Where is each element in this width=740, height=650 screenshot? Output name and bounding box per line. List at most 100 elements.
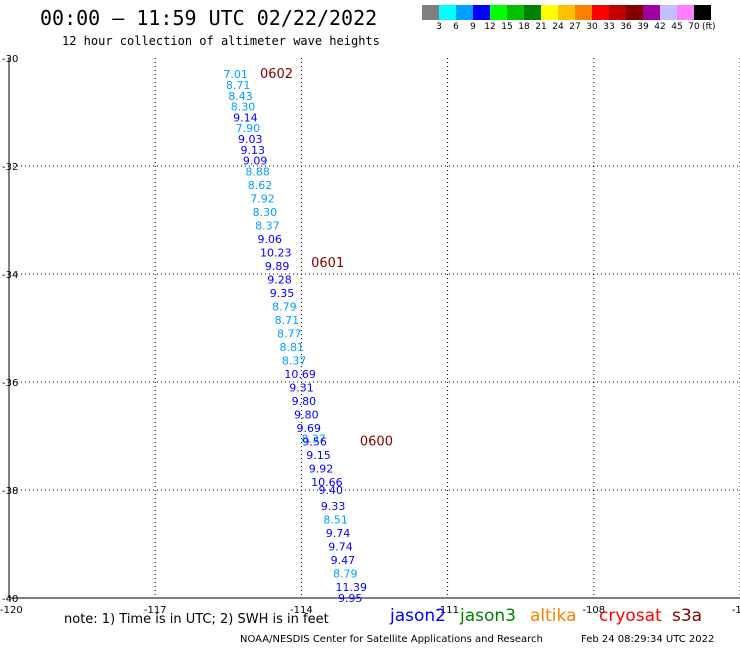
wave-height-value: 8.81 bbox=[279, 341, 304, 354]
wave-height-value: 8.37 bbox=[301, 433, 326, 446]
legend-label: 33 bbox=[603, 22, 615, 32]
wave-height-value: 8.79 bbox=[272, 300, 297, 313]
wave-height-value: 8.71 bbox=[275, 314, 300, 327]
x-tick-label: -108 bbox=[582, 605, 605, 616]
wave-height-value: 8.51 bbox=[323, 514, 348, 527]
legend-label: 39 bbox=[637, 22, 649, 32]
legend-label: 30 bbox=[586, 22, 598, 32]
sat-jason2: jason2 bbox=[390, 606, 446, 626]
wave-height-value: 9.35 bbox=[270, 287, 295, 300]
wave-height-value: 10.23 bbox=[260, 246, 292, 259]
legend-swatch bbox=[422, 5, 439, 20]
y-tick-label: -36 bbox=[2, 378, 18, 389]
legend-swatch bbox=[609, 5, 626, 20]
credit-line: NOAA/NESDIS Center for Satellite Applica… bbox=[240, 634, 543, 645]
legend-label: 24 bbox=[552, 22, 564, 32]
wave-height-value: 8.71 bbox=[226, 79, 251, 92]
legend-swatch bbox=[473, 5, 490, 20]
legend-label: 45 bbox=[671, 22, 683, 32]
legend-swatch bbox=[626, 5, 643, 20]
y-tick-label: -30 bbox=[2, 54, 18, 65]
wave-height-value: 8.79 bbox=[333, 568, 358, 581]
wave-height-value: 9.40 bbox=[318, 484, 343, 497]
sat-jason3: jason3 bbox=[460, 606, 516, 626]
legend-label: 70 bbox=[688, 22, 700, 32]
legend-swatch bbox=[660, 5, 677, 20]
wave-height-value: 9.33 bbox=[321, 500, 346, 513]
wave-height-value: 9.47 bbox=[331, 554, 356, 567]
x-tick-label: -117 bbox=[144, 605, 167, 616]
wave-height-value: 9.80 bbox=[294, 408, 319, 421]
wave-height-value: 9.89 bbox=[265, 260, 290, 273]
wave-height-value: 9.09 bbox=[243, 155, 267, 168]
pass-time-label: 0601 bbox=[311, 256, 344, 271]
legend-labels: (ft) 3 6 9 12 15 18 21 24 27 30 33 36 39 42 45 70 bbox=[422, 20, 715, 34]
legend-label: 3 bbox=[436, 22, 442, 32]
wave-height-value: 8.37 bbox=[255, 219, 280, 232]
legend-swatch bbox=[524, 5, 541, 20]
wave-height-value: 9.56 bbox=[302, 435, 327, 448]
wave-height-value: 9.15 bbox=[306, 449, 331, 462]
legend-swatch bbox=[507, 5, 524, 20]
wave-height-value: 9.69 bbox=[297, 422, 322, 435]
pass-time-label: 0602 bbox=[260, 67, 293, 82]
wave-height-value: 9.06 bbox=[258, 233, 283, 246]
legend-swatch bbox=[592, 5, 609, 20]
page-subtitle: 12 hour collection of altimeter wave hei… bbox=[62, 34, 380, 48]
sat-altika: altika bbox=[530, 606, 577, 626]
sat-s3a: s3a bbox=[672, 606, 703, 626]
wave-height-value: 10.66 bbox=[311, 476, 343, 489]
wave-height-value: 7.90 bbox=[236, 122, 260, 135]
legend-swatch bbox=[677, 5, 694, 20]
page-title: 00:00 – 11:59 UTC 02/22/2022 bbox=[40, 6, 378, 30]
legend-label: 42 bbox=[654, 22, 666, 32]
wave-height-value: 8.43 bbox=[228, 90, 253, 103]
wave-height-value: 8.30 bbox=[231, 101, 256, 114]
sat-cryosat: cryosat bbox=[599, 606, 662, 626]
wave-height-value: 11.39 bbox=[336, 581, 368, 594]
wave-height-value: 8.77 bbox=[277, 327, 302, 340]
legend-swatch bbox=[643, 5, 660, 20]
wave-height-value: 9.92 bbox=[309, 462, 334, 475]
x-tick-label: -111 bbox=[436, 605, 459, 616]
legend-label: 36 bbox=[620, 22, 632, 32]
wave-height-value: 9.14 bbox=[233, 111, 258, 124]
legend-swatch bbox=[558, 5, 575, 20]
x-tick-label: -10 bbox=[732, 605, 740, 616]
x-tick-label: -114 bbox=[290, 605, 313, 616]
legend-swatch bbox=[490, 5, 507, 20]
legend-label: 27 bbox=[569, 22, 581, 32]
y-tick-label: -38 bbox=[2, 486, 18, 497]
wave-height-value: 9.74 bbox=[326, 527, 351, 540]
generated-timestamp: Feb 24 08:29:34 UTC 2022 bbox=[581, 634, 715, 645]
legend-unit: (ft) bbox=[702, 22, 716, 32]
wave-height-value: 7.92 bbox=[250, 192, 274, 205]
legend-label: 18 bbox=[518, 22, 530, 32]
legend-label: 15 bbox=[501, 22, 513, 32]
pass-time-label: 0600 bbox=[360, 434, 393, 449]
color-legend: (ft) 3 6 9 12 15 18 21 24 27 30 33 36 39 42 45 70 bbox=[422, 5, 716, 39]
legend-swatch bbox=[439, 5, 456, 20]
wave-height-value: 10.69 bbox=[284, 368, 316, 381]
wave-height-value: 8.30 bbox=[253, 206, 278, 219]
y-tick-label: -32 bbox=[2, 162, 18, 173]
wave-height-value: 9.03 bbox=[238, 133, 263, 146]
y-tick-label: -40 bbox=[2, 594, 18, 605]
x-tick-label: -120 bbox=[0, 605, 23, 616]
y-tick-label: -34 bbox=[2, 270, 18, 281]
legend-swatch bbox=[694, 5, 711, 20]
wave-height-value: 9.28 bbox=[267, 273, 292, 286]
legend-swatch bbox=[575, 5, 592, 20]
wave-height-value: 9.74 bbox=[328, 541, 353, 554]
legend-label: 6 bbox=[453, 22, 459, 32]
legend-label: 21 bbox=[535, 22, 547, 32]
wave-height-value: 9.31 bbox=[289, 381, 314, 394]
legend-swatch bbox=[541, 5, 558, 20]
wave-height-value: 8.62 bbox=[248, 179, 273, 192]
wave-height-value: 9.95 bbox=[338, 592, 363, 605]
wave-height-value: 8.88 bbox=[245, 165, 270, 178]
wave-height-value: 9.13 bbox=[240, 144, 265, 157]
wave-height-value: 7.01 bbox=[223, 68, 248, 81]
